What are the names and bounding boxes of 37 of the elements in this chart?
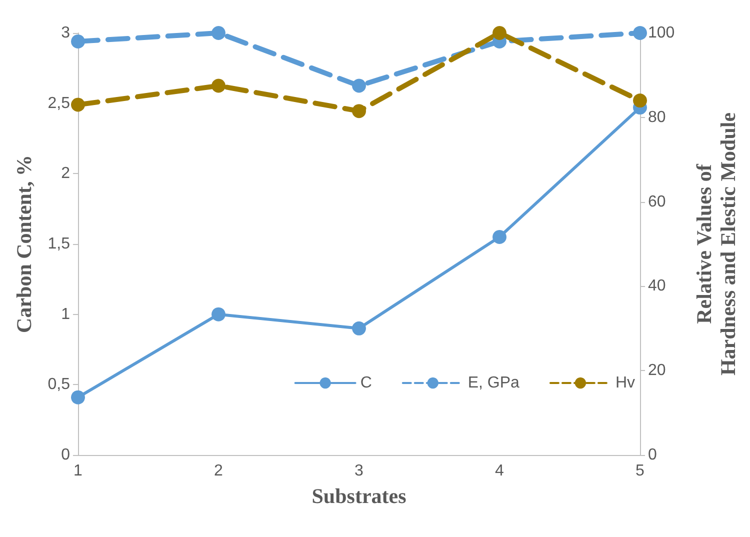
y2-tick-label: 80	[648, 108, 666, 126]
x-tick-label: 4	[495, 462, 504, 480]
y-tick-label: 1	[61, 306, 70, 323]
point	[492, 26, 506, 40]
y2-tick-label: 60	[648, 193, 666, 210]
y-axis-title: Carbon Content, %	[12, 155, 36, 333]
point	[352, 78, 366, 93]
point	[71, 98, 85, 112]
y2-tick-label: 20	[648, 362, 666, 380]
y-tick-label: 0,5	[48, 376, 70, 394]
point	[212, 78, 226, 93]
x-tick-label: 3	[354, 462, 364, 480]
point	[633, 26, 647, 40]
point	[71, 34, 85, 48]
y2-tick-label: 40	[648, 278, 666, 295]
x-tick-label: 1	[74, 462, 83, 480]
y-tick-label: 3	[61, 24, 70, 42]
y-tick-label: 0	[61, 446, 70, 464]
y-tick-label: 2,5	[48, 94, 70, 112]
point	[71, 390, 85, 404]
y2-axis-title: Relative Values of Hardness and Elestic Module	[692, 112, 740, 376]
point	[212, 26, 226, 40]
x-tick-label: 5	[636, 462, 645, 480]
legend-label: Hv	[615, 374, 636, 392]
y-tick-label: 2	[61, 165, 70, 182]
x-axis-title: Substrates	[312, 484, 406, 508]
y2-tick-label: 0	[648, 446, 657, 464]
point	[633, 94, 647, 108]
point	[352, 104, 366, 118]
legend-label: E, GPa	[468, 374, 520, 392]
point	[212, 307, 226, 322]
point	[492, 230, 506, 244]
legend-label: C	[360, 374, 372, 392]
x-tick-label: 2	[214, 462, 224, 480]
point	[352, 321, 366, 336]
y2-tick-label: 100	[648, 24, 675, 42]
y-tick-label: 1,5	[48, 236, 70, 252]
